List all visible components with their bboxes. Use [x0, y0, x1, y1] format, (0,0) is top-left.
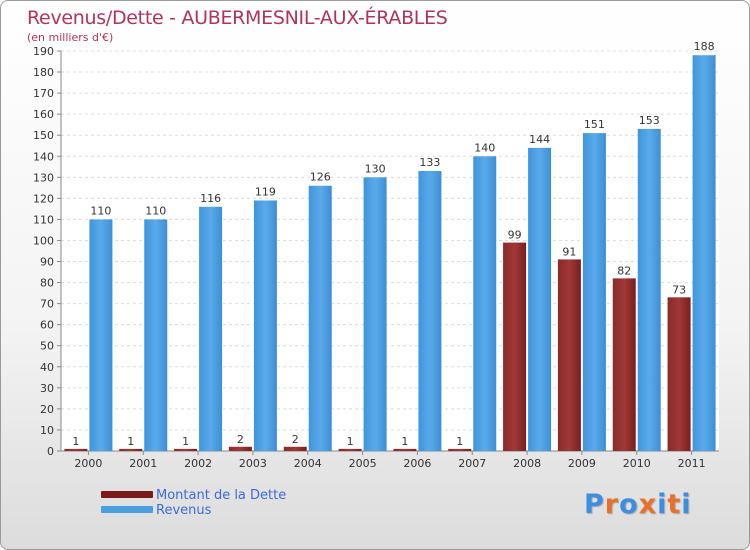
logo-letter: i: [657, 489, 668, 520]
bar-revenus: [253, 200, 277, 451]
data-label-revenus: 140: [474, 141, 495, 154]
x-tick-label: 2002: [184, 457, 212, 470]
bar-dette: [503, 242, 527, 451]
y-tick-label: 190: [33, 45, 54, 58]
data-label-dette: 91: [562, 245, 576, 258]
data-label-dette: 2: [292, 433, 299, 446]
y-tick-label: 40: [40, 361, 54, 374]
x-tick-label: 2003: [239, 457, 267, 470]
y-tick-label: 180: [33, 66, 54, 79]
bar-dette: [228, 446, 252, 451]
proxiti-logo: Proxiti: [584, 489, 692, 520]
data-label-revenus: 110: [90, 204, 111, 217]
bar-revenus: [199, 206, 223, 451]
data-label-dette: 1: [456, 435, 463, 448]
data-label-dette: 1: [182, 435, 189, 448]
bar-revenus: [363, 177, 387, 451]
bar-dette: [448, 448, 472, 451]
data-label-revenus: 188: [694, 40, 715, 53]
data-label-revenus: 153: [639, 114, 660, 127]
bar-revenus: [637, 128, 661, 451]
y-tick-label: 20: [40, 403, 54, 416]
y-tick-label: 110: [33, 213, 54, 226]
x-tick-label: 2000: [74, 457, 102, 470]
logo-letter: o: [619, 489, 639, 520]
legend-swatch-dette: [101, 491, 153, 498]
bar-dette: [119, 448, 143, 451]
plot-area: [61, 51, 719, 451]
data-label-revenus: 110: [145, 204, 166, 217]
data-label-dette: 82: [617, 264, 631, 277]
bar-revenus: [473, 156, 497, 451]
x-tick-label: 2004: [294, 457, 322, 470]
bar-revenus: [89, 219, 113, 451]
y-tick-label: 100: [33, 234, 54, 247]
logo-letter: i: [681, 489, 692, 520]
bar-revenus: [418, 171, 442, 451]
data-label-revenus: 126: [310, 171, 331, 184]
chart-subtitle: (en milliers d'€): [27, 31, 114, 44]
data-label-revenus: 151: [584, 118, 605, 131]
bar-revenus: [308, 185, 332, 451]
x-tick-label: 2005: [349, 457, 377, 470]
bar-dette: [64, 448, 88, 451]
legend-label-revenus: Revenus: [156, 503, 212, 518]
y-tick-label: 170: [33, 87, 54, 100]
data-label-revenus: 144: [529, 133, 550, 146]
y-tick-label: 30: [40, 382, 54, 395]
data-label-revenus: 119: [255, 185, 276, 198]
bar-dette: [667, 297, 691, 451]
bar-dette: [557, 259, 581, 451]
data-label-revenus: 130: [365, 162, 386, 175]
y-tick-label: 90: [40, 256, 54, 269]
y-tick-label: 60: [40, 319, 54, 332]
logo-letter: P: [584, 489, 605, 520]
data-label-dette: 1: [347, 435, 354, 448]
bar-dette: [612, 278, 636, 451]
data-label-revenus: 116: [200, 192, 221, 205]
data-label-dette: 1: [127, 435, 134, 448]
y-tick-label: 10: [40, 424, 54, 437]
data-label-dette: 1: [72, 435, 79, 448]
legend-swatch-revenus: [101, 506, 153, 513]
y-tick-label: 120: [33, 192, 54, 205]
data-label-dette: 99: [508, 229, 522, 242]
bar-dette: [283, 446, 307, 451]
bar-dette: [338, 448, 362, 451]
x-tick-label: 2011: [678, 457, 706, 470]
y-tick-label: 80: [40, 277, 54, 290]
y-tick-label: 150: [33, 129, 54, 142]
x-tick-label: 2006: [403, 457, 431, 470]
bar-dette: [393, 448, 417, 451]
bar-revenus: [144, 219, 168, 451]
logo-letter: x: [638, 489, 658, 520]
x-tick-label: 2008: [513, 457, 541, 470]
bar-revenus: [582, 133, 606, 451]
y-tick-label: 130: [33, 171, 54, 184]
data-label-dette: 1: [401, 435, 408, 448]
y-tick-label: 160: [33, 108, 54, 121]
bar-dette: [174, 448, 198, 451]
y-tick-label: 50: [40, 340, 54, 353]
legend-label-dette: Montant de la Dette: [156, 488, 287, 503]
bar-revenus: [692, 55, 716, 452]
x-tick-label: 2007: [458, 457, 486, 470]
chart-title: Revenus/Dette - AUBERMESNIL-AUX-ÉRABLES: [27, 7, 448, 29]
bar-revenus: [528, 147, 552, 451]
y-tick-label: 140: [33, 150, 54, 163]
x-tick-label: 2009: [568, 457, 596, 470]
x-tick-label: 2010: [623, 457, 651, 470]
data-label-dette: 73: [672, 283, 686, 296]
logo-letter: r: [604, 489, 620, 520]
logo-letter: t: [667, 489, 682, 520]
data-label-revenus: 133: [419, 156, 440, 169]
y-tick-label: 0: [47, 445, 54, 458]
y-tick-label: 70: [40, 298, 54, 311]
data-label-dette: 2: [237, 433, 244, 446]
x-tick-label: 2001: [129, 457, 157, 470]
